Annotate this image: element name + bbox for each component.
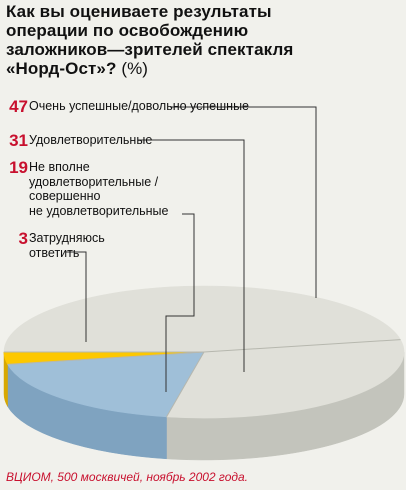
slice-value-label: 31	[9, 131, 28, 150]
pie-slice-seam	[166, 351, 205, 418]
slice-label-line: Затрудняюсь	[29, 231, 105, 245]
slice-value-label: 3	[18, 229, 28, 248]
pie-slice-seam	[7, 351, 205, 365]
source-note: ВЦИОМ, 500 москвичей, ноябрь 2002 года.	[6, 470, 249, 484]
pie-slice	[7, 351, 205, 418]
chart-title-quote: «Норд-Ост»?	[6, 59, 117, 78]
slice-category-label: Не вполне удовлетворительные / совершенн…	[29, 160, 168, 218]
leader-line	[66, 251, 87, 342]
chart-title-line: заложников—зрителей спектакля	[6, 40, 294, 59]
slice-label-line: не удовлетворительные	[29, 203, 169, 218]
pie-slice	[3, 285, 401, 353]
chart-title: Как вы оцениваете результаты операции по…	[6, 2, 402, 78]
slice-category-label: Затрудняюсь ответить	[29, 231, 105, 260]
pie-slice	[166, 339, 405, 419]
slice-category-label: Очень успешные/довольно успешные	[29, 99, 249, 114]
slice-value-label: 19	[9, 158, 28, 177]
slice-value-label: 47	[9, 97, 28, 116]
leader-line	[165, 213, 195, 392]
chart-title-line: операции по освобождению	[6, 21, 249, 40]
chart-title-line: Как вы оцениваете результаты	[6, 2, 272, 21]
slice-label-line: ответить	[29, 245, 80, 260]
slice-label-line: Не вполне	[29, 160, 90, 174]
slice-label-line: Удовлетворительные	[29, 133, 153, 147]
pie-slice-seam	[203, 339, 401, 353]
leader-line	[138, 139, 245, 372]
slice-label-line: удовлетворительные /	[29, 174, 159, 189]
slice-category-label: Удовлетворительные	[29, 133, 152, 148]
slice-label-line: совершенно	[29, 189, 101, 203]
leader-line	[170, 106, 317, 298]
chart-title-line: «Норд-Ост»? (%)	[6, 59, 402, 78]
chart-title-unit: (%)	[121, 59, 149, 78]
slice-label-line: Очень успешные/довольно успешные	[29, 99, 250, 113]
